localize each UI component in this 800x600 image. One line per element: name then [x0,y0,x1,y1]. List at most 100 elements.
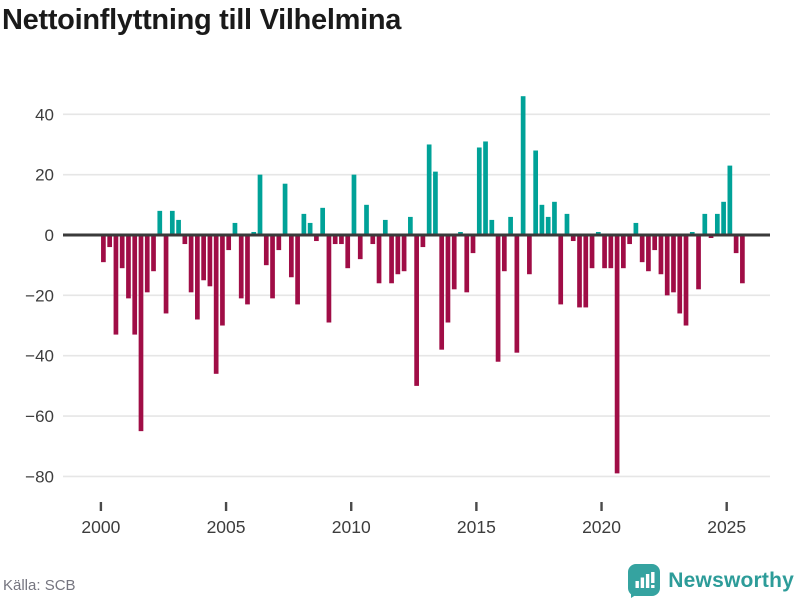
bar-negative [451,235,457,290]
bar-positive [408,216,413,236]
x-tick-label: 2010 [332,517,371,537]
bar-positive [307,222,313,235]
bar-negative [357,235,363,260]
bar-negative [577,235,582,308]
x-tick-label: 2020 [582,517,621,537]
bar-positive [702,213,708,235]
bar-negative [614,235,620,474]
bar-positive [433,171,438,235]
bar-positive [458,231,463,235]
bar-negative [495,235,501,362]
bar-negative [658,235,664,275]
bar-positive [520,96,526,235]
bar-positive [169,210,175,235]
bar-negative [501,235,507,272]
y-tick-label: 20 [35,166,54,185]
bar-negative [389,235,394,284]
newsworthy-wordmark: Newsworthy [668,569,794,592]
bar-negative [201,235,206,281]
newsworthy-logo: Newsworthy [628,563,794,599]
y-tick-label: 0 [45,226,54,245]
bar-negative [119,235,125,269]
bar-negative [245,235,250,305]
bar-positive [257,174,263,235]
bar-positive [489,219,495,235]
bar-negative [101,235,106,263]
bar-negative [420,235,426,248]
bar-positive [483,141,488,235]
bar-positive [508,216,513,236]
bar-negative [445,235,451,323]
bar-negative [696,235,701,290]
bar-negative [608,235,614,269]
bar-negative [163,235,169,314]
bar-negative [182,235,188,245]
bar-negative [527,235,532,275]
bar-negative [464,235,470,293]
bar-positive [426,144,432,235]
bar-negative [395,235,401,275]
bar-negative [414,235,419,386]
bar-negative [314,235,319,242]
bar-negative [652,235,658,251]
bar-negative [677,235,683,314]
bar-positive [476,147,482,235]
y-tick-label: 40 [35,105,54,124]
bar-negative [671,235,676,293]
bar-positive [282,183,288,235]
bar-negative [276,235,282,251]
bar-negative [589,235,595,269]
bar-negative [683,235,689,326]
y-tick-label: −40 [25,347,54,366]
y-tick-label: −60 [25,407,54,426]
bar-negative [144,235,150,293]
bar-negative [132,235,138,335]
bar-negative [646,235,651,272]
bar-positive [721,201,726,235]
x-tick-label: 2015 [457,517,496,537]
bar-positive [364,204,369,235]
bar-negative [514,235,520,353]
bar-negative [220,235,225,326]
bar-negative [332,235,338,245]
y-tick-label: −80 [25,467,54,486]
source-label: Källa: SCB [3,577,76,594]
bar-positive [545,216,551,236]
bar-positive [689,231,695,235]
bar-negative [151,235,156,272]
bar-negative [195,235,200,320]
bar-negative [370,235,376,245]
bar-positive [301,213,307,235]
bar-chart: 40 20 0 −20 −40 −60 −80 2000 2005 2010 2015 2020 202… [25,96,770,537]
bar-negative [138,235,144,432]
bar-negative [295,235,300,305]
bar-negative [207,235,213,287]
bar-positive [351,174,357,235]
bar-negative [376,235,382,284]
bar-positive [232,222,238,235]
bar-negative [627,235,632,245]
bar-positive [382,219,388,235]
newsworthy-icon [628,563,661,598]
bar-positive [320,207,326,235]
bar-positive [727,165,733,235]
bar-negative [226,235,232,251]
bar-positive [251,231,257,235]
bar-positive [714,213,720,235]
bar-negative [664,235,670,296]
bar-negative [270,235,275,299]
bar-positive [539,204,545,235]
bar-negative [621,235,626,269]
x-tick-label: 2025 [707,517,746,537]
bar-negative [238,235,244,299]
bar-negative [733,235,739,254]
chart-title: Nettoinflyttning till Vilhelmina [2,4,402,36]
bar-negative [570,235,576,242]
bar-positive [533,150,539,235]
bar-negative [126,235,131,299]
bar-negative [113,235,119,335]
bar-negative [288,235,294,278]
bar-positive [564,213,570,235]
x-tick-label: 2000 [81,517,120,537]
bar-positive [552,201,557,235]
